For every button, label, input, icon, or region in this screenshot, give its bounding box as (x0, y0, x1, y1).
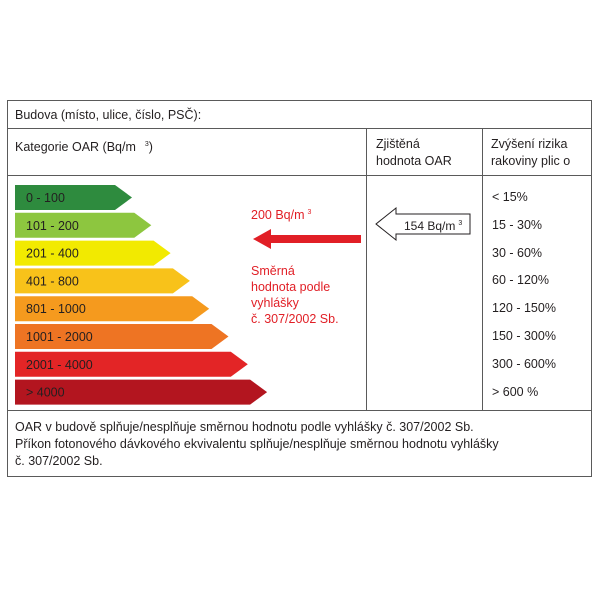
oar-category-scale: 0 - 100 101 - 200 201 - 400 401 - 800 801 - … (15, 185, 268, 405)
category-arrow-3 (15, 240, 171, 266)
reference-arrow-icon (253, 229, 361, 249)
measured-value: 154 Bq/m 3 (404, 219, 463, 233)
category-label-6: 1001 - 2000 (26, 330, 93, 344)
risk-value-1: < 15% (492, 190, 528, 204)
footer-line2: Příkon fotonového dávkového ekvivalentu … (15, 437, 499, 451)
reference-value: 200 Bq/m 3 (251, 208, 312, 222)
divider-col-risk (482, 128, 483, 410)
divider-col-measured (366, 128, 367, 410)
divider-header (8, 128, 591, 129)
footer-line1: OAR v budově splňuje/nesplňuje směrnou h… (15, 420, 474, 434)
reference-note-line3: vyhlášky (251, 296, 299, 310)
category-label-5: 801 - 1000 (26, 302, 86, 316)
divider-columns (8, 175, 591, 176)
risk-value-3: 30 - 60% (492, 245, 543, 260)
category-arrow-1 (15, 185, 132, 210)
risk-value-8: > 600 % (492, 384, 539, 399)
risk-value-6: 150 - 300% (492, 329, 556, 343)
measured-heading-line1: Zjištěná (376, 137, 420, 151)
reference-note-line2: hodnota podle (251, 280, 331, 294)
building-label: Budova (místo, ulice, číslo, PSČ): (15, 108, 202, 122)
category-label-2: 101 - 200 (26, 219, 79, 233)
risk-value-7: 300 - 600% (492, 356, 556, 371)
category-heading: Kategorie OAR (Bq/m 3) (15, 140, 153, 154)
footer-line3: č. 307/2002 Sb. (15, 454, 103, 468)
measured-pointer-icon (375, 206, 471, 242)
category-label-8: > 4000 (26, 386, 65, 400)
category-label-7: 2001 - 4000 (26, 358, 93, 372)
risk-value-4: 60 - 120% (492, 273, 549, 288)
reference-note-line1: Směrná (251, 264, 295, 278)
category-arrow-5 (15, 296, 210, 322)
risk-heading-line1: Zvýšení rizika (491, 137, 568, 151)
risk-value-5: 120 - 150% (492, 301, 556, 316)
risk-heading-line2: rakoviny plic o (491, 154, 571, 168)
category-arrow-6 (15, 324, 229, 349)
divider-footer (8, 410, 591, 411)
category-label-1: 0 - 100 (26, 191, 65, 205)
radon-certificate-table: Budova (místo, ulice, číslo, PSČ): Kateg… (7, 100, 592, 477)
category-arrow-8 (15, 379, 268, 405)
risk-value-2: 15 - 30% (492, 217, 543, 232)
category-arrow-4 (15, 268, 190, 294)
measured-heading-line2: hodnota OAR (376, 154, 452, 168)
category-label-4: 401 - 800 (26, 274, 79, 288)
reference-note-line4: č. 307/2002 Sb. (251, 312, 339, 326)
category-arrow-2 (15, 212, 152, 238)
category-label-3: 201 - 400 (26, 247, 79, 261)
category-arrow-7 (15, 351, 248, 377)
